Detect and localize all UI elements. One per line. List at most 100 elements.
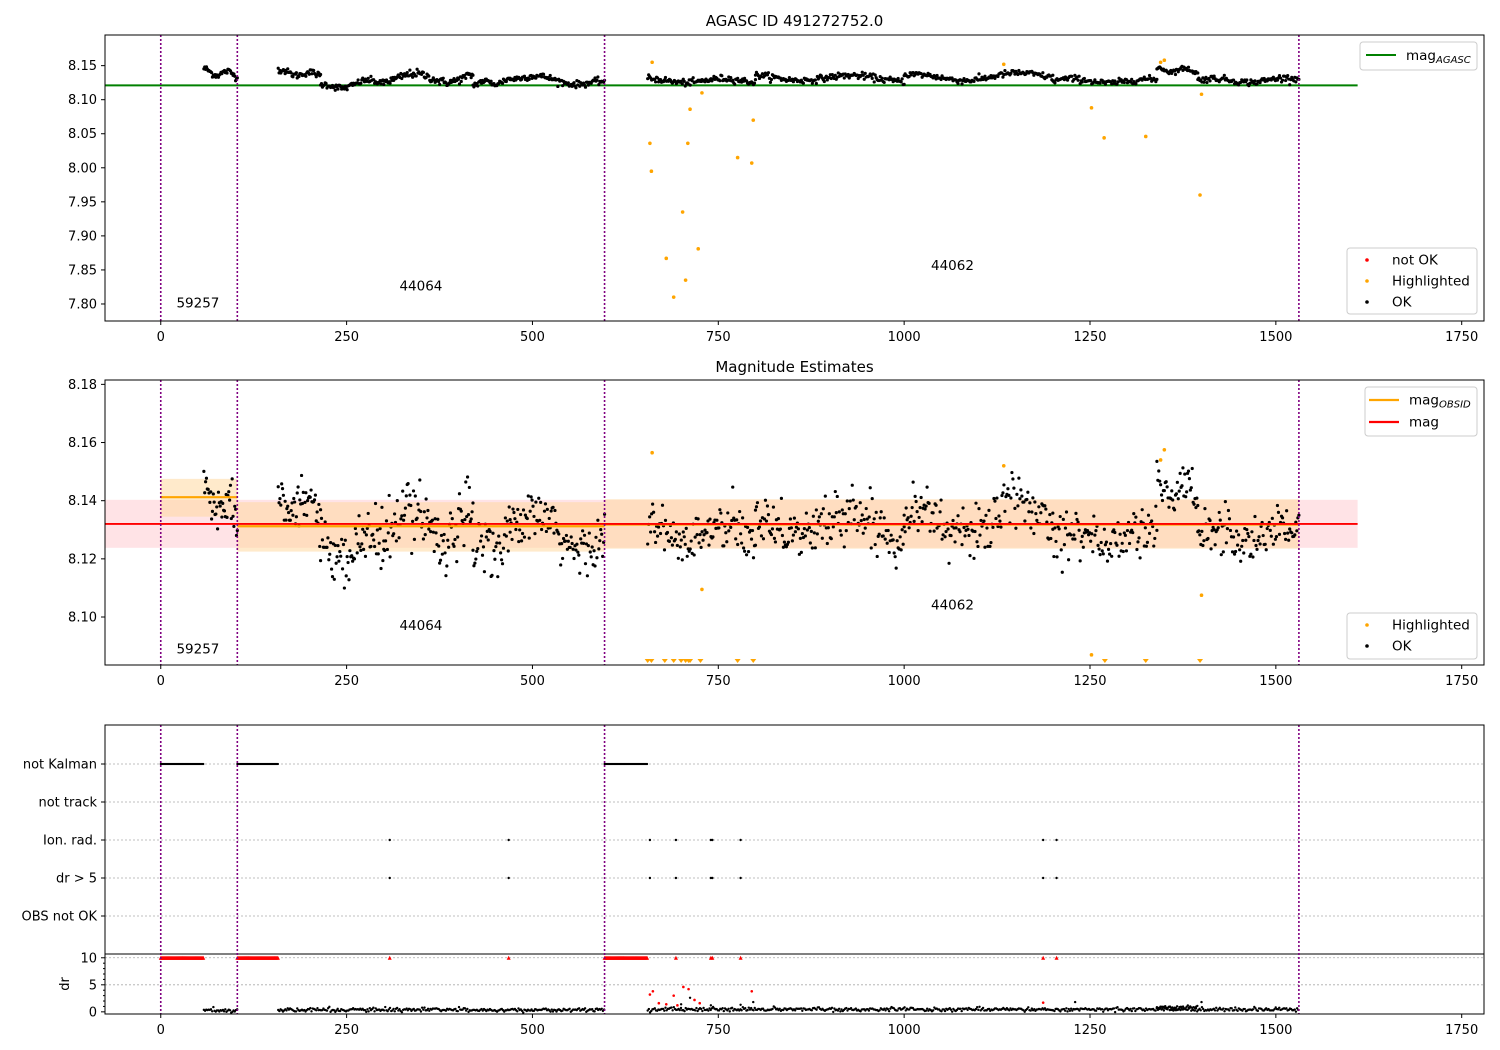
ok-point — [682, 535, 686, 539]
ok-point — [681, 530, 685, 534]
ok-point — [421, 537, 426, 541]
ok-point — [870, 76, 874, 80]
ok-point — [653, 80, 658, 84]
ok-point — [975, 540, 979, 544]
ok-point — [877, 532, 881, 536]
ok-point — [833, 73, 837, 77]
legend-label: Highlighted — [1392, 618, 1470, 634]
ok-point — [301, 490, 305, 495]
dr-ok-point — [420, 1006, 424, 1009]
ok-point — [1181, 466, 1185, 470]
dr-ok-point — [839, 1010, 842, 1013]
ok-point — [479, 539, 483, 543]
highlighted-point — [1158, 60, 1163, 65]
ok-point — [753, 78, 758, 82]
ok-point — [1070, 74, 1074, 78]
ok-point — [863, 71, 867, 75]
dr-ok-point — [309, 1006, 312, 1010]
dr-ok-point — [974, 1007, 978, 1011]
ok-point — [1216, 526, 1220, 530]
ok-point — [900, 77, 904, 81]
ok-point — [976, 544, 980, 549]
ok-point — [507, 505, 511, 509]
x-tick-label: 1500 — [1259, 1023, 1292, 1038]
ok-point — [414, 74, 418, 78]
ok-point — [1045, 520, 1049, 524]
ok-point — [862, 517, 866, 522]
y-tick-label: 7.85 — [68, 263, 97, 278]
ok-point — [386, 531, 390, 535]
dr-ok-point — [653, 1007, 657, 1010]
ok-point — [228, 483, 233, 487]
ok-point — [1073, 73, 1077, 77]
ok-point — [1118, 532, 1122, 536]
ok-point — [376, 552, 380, 556]
ok-point — [914, 499, 918, 504]
dr-ok-point — [886, 1008, 890, 1011]
ok-point — [299, 473, 304, 478]
ok-point — [768, 80, 773, 84]
dr-ok-point — [1164, 1004, 1167, 1008]
ok-point — [1007, 493, 1011, 498]
ok-point — [475, 549, 479, 553]
ok-point — [682, 79, 686, 83]
ok-point — [593, 76, 597, 80]
ok-point — [307, 72, 311, 76]
ok-point — [683, 542, 687, 546]
dr-ok-point — [336, 1007, 339, 1011]
ok-point — [1236, 543, 1240, 547]
ok-point — [845, 499, 849, 503]
ok-point — [773, 540, 778, 544]
ok-point — [1221, 550, 1225, 554]
dr-ok-point — [224, 1008, 227, 1011]
ok-point — [1159, 483, 1163, 487]
ok-point — [209, 490, 213, 494]
ok-point — [753, 543, 758, 547]
ok-point — [377, 541, 381, 545]
highlighted-point — [1089, 106, 1094, 110]
ok-point — [755, 501, 760, 505]
dr-ok-point — [867, 1009, 871, 1012]
ok-point — [359, 548, 363, 553]
ok-point — [1231, 535, 1236, 539]
y-tick-label: 10 — [80, 951, 97, 966]
ok-point — [793, 530, 797, 534]
ok-point — [856, 76, 860, 81]
highlighted-point — [671, 295, 676, 299]
offscale-marker — [648, 659, 655, 663]
ok-point — [985, 526, 989, 530]
ok-point — [1142, 75, 1146, 79]
dr-ok-point — [555, 1010, 558, 1013]
ok-point — [538, 518, 542, 522]
ok-point — [1264, 548, 1268, 552]
ok-point — [1089, 539, 1093, 543]
ok-point — [588, 550, 592, 554]
ok-point — [479, 534, 484, 538]
dr-ok-point — [702, 1006, 705, 1010]
y-tick-label: 8.00 — [68, 161, 97, 176]
ok-point — [1026, 490, 1030, 494]
ok-point — [1002, 483, 1006, 487]
flag-point — [276, 762, 280, 766]
ok-point — [395, 499, 399, 503]
ok-point — [779, 496, 784, 500]
ok-point — [1290, 531, 1294, 535]
ok-point — [402, 513, 407, 517]
ok-point — [886, 528, 890, 533]
ok-point — [1284, 78, 1288, 83]
dr-ok-point — [904, 1009, 907, 1012]
ok-point — [1052, 554, 1056, 559]
highlighted-point — [749, 161, 754, 165]
ok-point — [1203, 507, 1207, 511]
ok-point — [450, 517, 454, 521]
ok-point — [787, 75, 791, 80]
x-tick-label: 500 — [520, 1023, 545, 1038]
ok-point — [984, 513, 988, 517]
ok-point — [281, 493, 285, 497]
ok-point — [508, 530, 512, 534]
dr-ok-point — [550, 1008, 553, 1011]
ok-point — [910, 505, 914, 510]
ok-point — [296, 485, 300, 489]
